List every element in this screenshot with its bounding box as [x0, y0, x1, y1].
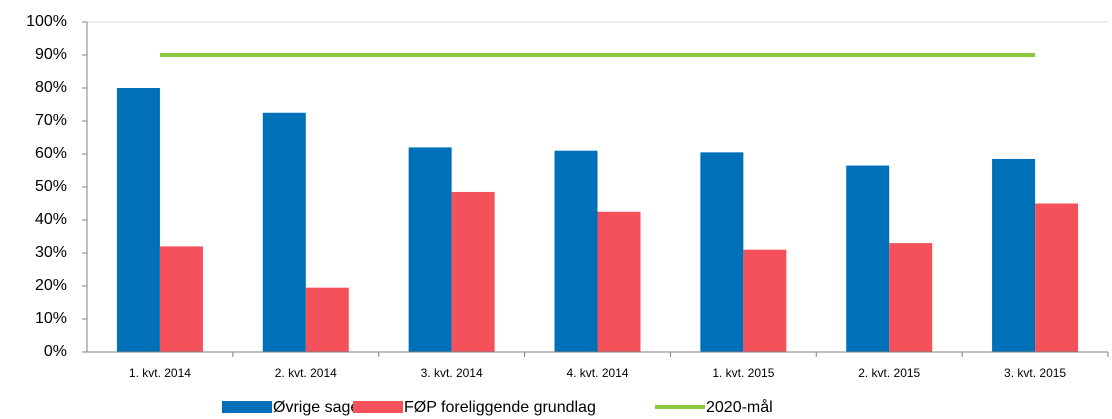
x-tick-label: 2. kvt. 2015 — [858, 366, 920, 380]
bar — [408, 147, 452, 352]
bar — [116, 88, 160, 352]
legend-label: Øvrige sager — [273, 399, 365, 416]
bar — [992, 158, 1036, 352]
legend-label: FØP foreliggende grundlag — [404, 399, 596, 416]
y-tick-label: 10% — [35, 310, 67, 327]
y-tick-label: 50% — [35, 178, 67, 195]
x-tick-label: 2. kvt. 2014 — [275, 366, 337, 380]
y-tick-label: 60% — [35, 145, 67, 162]
x-tick-label: 1. kvt. 2015 — [712, 366, 774, 380]
bar — [889, 243, 933, 352]
bar — [1035, 203, 1079, 352]
bar — [846, 165, 890, 352]
x-tick-label: 1. kvt. 2014 — [129, 366, 191, 380]
legend-swatch — [222, 401, 272, 413]
bar — [554, 150, 598, 352]
x-tick-label: 3. kvt. 2014 — [421, 366, 483, 380]
y-tick-label: 70% — [35, 112, 67, 129]
y-tick-label: 40% — [35, 211, 67, 228]
legend-swatch — [353, 401, 403, 413]
x-tick-label: 4. kvt. 2014 — [566, 366, 628, 380]
bar — [451, 191, 495, 352]
y-tick-label: 20% — [35, 277, 67, 294]
bar — [262, 112, 306, 352]
bar — [597, 211, 641, 352]
bar — [305, 287, 349, 352]
y-tick-label: 100% — [26, 13, 67, 30]
bar — [743, 249, 787, 352]
legend-label: 2020-mål — [706, 398, 773, 416]
y-tick-label: 0% — [44, 343, 67, 360]
bar — [159, 246, 203, 352]
y-tick-label: 30% — [35, 244, 67, 261]
bar — [700, 152, 744, 352]
x-tick-label: 3. kvt. 2015 — [1004, 366, 1066, 380]
y-tick-label: 90% — [35, 46, 67, 63]
y-tick-label: 80% — [35, 79, 67, 96]
